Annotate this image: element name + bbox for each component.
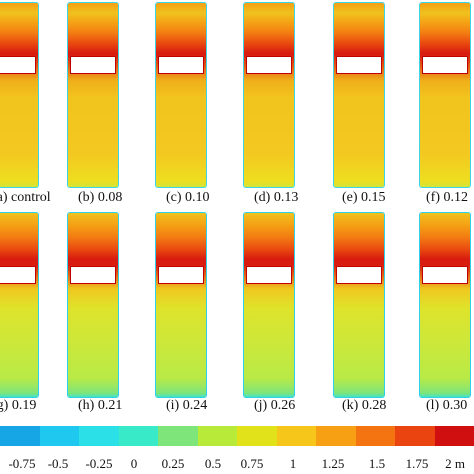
panel-caption: (a) control [0, 190, 51, 205]
panel-caption: (c) 0.10 [166, 190, 210, 205]
velocity-field [0, 3, 38, 187]
colorbar [0, 426, 474, 446]
velocity-field [420, 3, 470, 187]
velocity-field [334, 3, 384, 187]
contour-panel [419, 212, 471, 398]
colorbar-tick-label: 1 [289, 456, 297, 471]
obstacle-block [0, 266, 36, 284]
contour-panel [419, 2, 471, 188]
contour-panel [0, 2, 39, 188]
panel-caption: (j) 0.26 [254, 398, 296, 413]
colorbar-swatch [39, 426, 79, 446]
colorbar-tick-label: 1.5 [368, 456, 386, 471]
velocity-field [244, 213, 294, 397]
contour-panel [67, 2, 119, 188]
contour-panel [155, 212, 207, 398]
colorbar-swatch [434, 426, 474, 446]
velocity-field [244, 3, 294, 187]
panel-caption: (g) 0.19 [0, 398, 37, 413]
colorbar-swatch [118, 426, 158, 446]
contour-panel [243, 2, 295, 188]
contour-panel [333, 2, 385, 188]
obstacle-block [158, 56, 204, 74]
obstacle-block [246, 56, 292, 74]
obstacle-block [0, 56, 36, 74]
colorbar-swatch [237, 426, 277, 446]
colorbar-tick-label: -0.75 [8, 456, 36, 471]
panel-caption: (l) 0.30 [426, 398, 468, 413]
obstacle-block [422, 56, 468, 74]
velocity-field [156, 3, 206, 187]
panel-caption: (i) 0.24 [166, 398, 208, 413]
obstacle-block [422, 266, 468, 284]
colorbar-tick-label: -0.25 [85, 456, 113, 471]
contour-panel [333, 212, 385, 398]
contour-panel [0, 212, 39, 398]
panel-caption: (d) 0.13 [254, 190, 299, 205]
velocity-field [334, 213, 384, 397]
panel-caption: (b) 0.08 [78, 190, 123, 205]
colorbar-swatch [197, 426, 237, 446]
colorbar-swatch [276, 426, 316, 446]
colorbar-tick-label: 1.75 [405, 456, 429, 471]
obstacle-block [336, 56, 382, 74]
colorbar-tick-label: 0.75 [240, 456, 264, 471]
colorbar-tick-label: 0.25 [161, 456, 185, 471]
contour-panel [155, 2, 207, 188]
colorbar-swatch [395, 426, 435, 446]
colorbar-swatch [79, 426, 119, 446]
velocity-field [420, 213, 470, 397]
obstacle-block [246, 266, 292, 284]
velocity-field [68, 3, 118, 187]
obstacle-block [70, 56, 116, 74]
velocity-field [0, 213, 38, 397]
obstacle-block [70, 266, 116, 284]
colorbar-tick-label: 2 m [445, 456, 465, 471]
colorbar-tick-label: 1.25 [321, 456, 345, 471]
colorbar-tick-label: -0.5 [47, 456, 69, 471]
panel-caption: (h) 0.21 [78, 398, 123, 413]
obstacle-block [158, 266, 204, 284]
contour-panel [243, 212, 295, 398]
obstacle-block [336, 266, 382, 284]
colorbar-tick-label: 0 [130, 456, 138, 471]
panel-caption: (e) 0.15 [342, 190, 386, 205]
colorbar-swatch [158, 426, 198, 446]
velocity-field [68, 213, 118, 397]
velocity-field [156, 213, 206, 397]
colorbar-swatch [355, 426, 395, 446]
colorbar-tick-label: 0.5 [204, 456, 222, 471]
colorbar-swatch [316, 426, 356, 446]
colorbar-swatch [0, 426, 40, 446]
panel-caption: (f) 0.12 [426, 190, 468, 205]
contour-panel [67, 212, 119, 398]
panel-caption: (k) 0.28 [342, 398, 387, 413]
